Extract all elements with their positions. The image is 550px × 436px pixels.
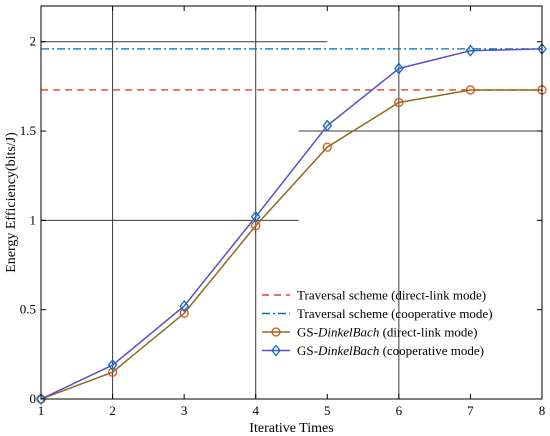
x-tick-label: 8: [539, 403, 546, 418]
series-line-2: [40, 48, 543, 400]
series-2-point: [36, 392, 46, 406]
x-tick-label: 2: [109, 403, 116, 418]
series-2-point: [107, 359, 118, 372]
series-1-point: [107, 367, 118, 377]
series-2-point: [179, 300, 189, 313]
legend: Traversal scheme (direct-link mode) Trave…: [262, 288, 493, 358]
series-1-point: [322, 142, 332, 152]
x-tick-label: 4: [252, 403, 259, 418]
x-axis-label: Iterative Times: [249, 421, 333, 436]
legend-entry-4: GS-DinkelBach (cooperative mode): [297, 343, 484, 358]
x-tick-label: 7: [467, 403, 474, 418]
plot-frame: [40, 5, 543, 400]
series-line-1: [40, 89, 542, 400]
y-tick-label: 2: [30, 34, 37, 49]
series-layer: [36, 42, 547, 406]
legend-marker-3: [271, 327, 281, 337]
legend-entry-3: GS-DinkelBach (direct-link mode): [297, 325, 478, 340]
tick-layer: 1 2 3 4 5 6 7 8 0 0.5 1 1.5 2: [20, 6, 546, 418]
y-tick-label: 1: [30, 212, 37, 227]
y-tick-label: 1.5: [20, 123, 36, 138]
reference-lines-layer: [41, 48, 542, 91]
series-1-point: [179, 308, 189, 318]
legend-marker-4: [271, 344, 281, 357]
series-2-point: [394, 62, 404, 75]
y-axis-label: Energy Efficiency(bits/J): [4, 132, 19, 273]
legend-entry-2: Traversal scheme (cooperative mode): [297, 306, 493, 321]
series-2-point: [250, 210, 261, 223]
series-2-point: [465, 44, 476, 57]
x-tick-label: 3: [181, 403, 188, 418]
legend-entry-1: Traversal scheme (direct-link mode): [297, 288, 486, 303]
x-tick-label: 6: [396, 403, 403, 418]
series-2-point: [322, 119, 333, 132]
series-1-point: [394, 97, 404, 108]
grid-layer: [41, 6, 542, 399]
x-tick-label: 5: [324, 403, 331, 418]
y-tick-label: 0.5: [20, 302, 36, 317]
x-tick-label: 1: [38, 403, 45, 418]
series-1-point: [465, 85, 476, 95]
y-tick-label: 0: [30, 391, 37, 406]
